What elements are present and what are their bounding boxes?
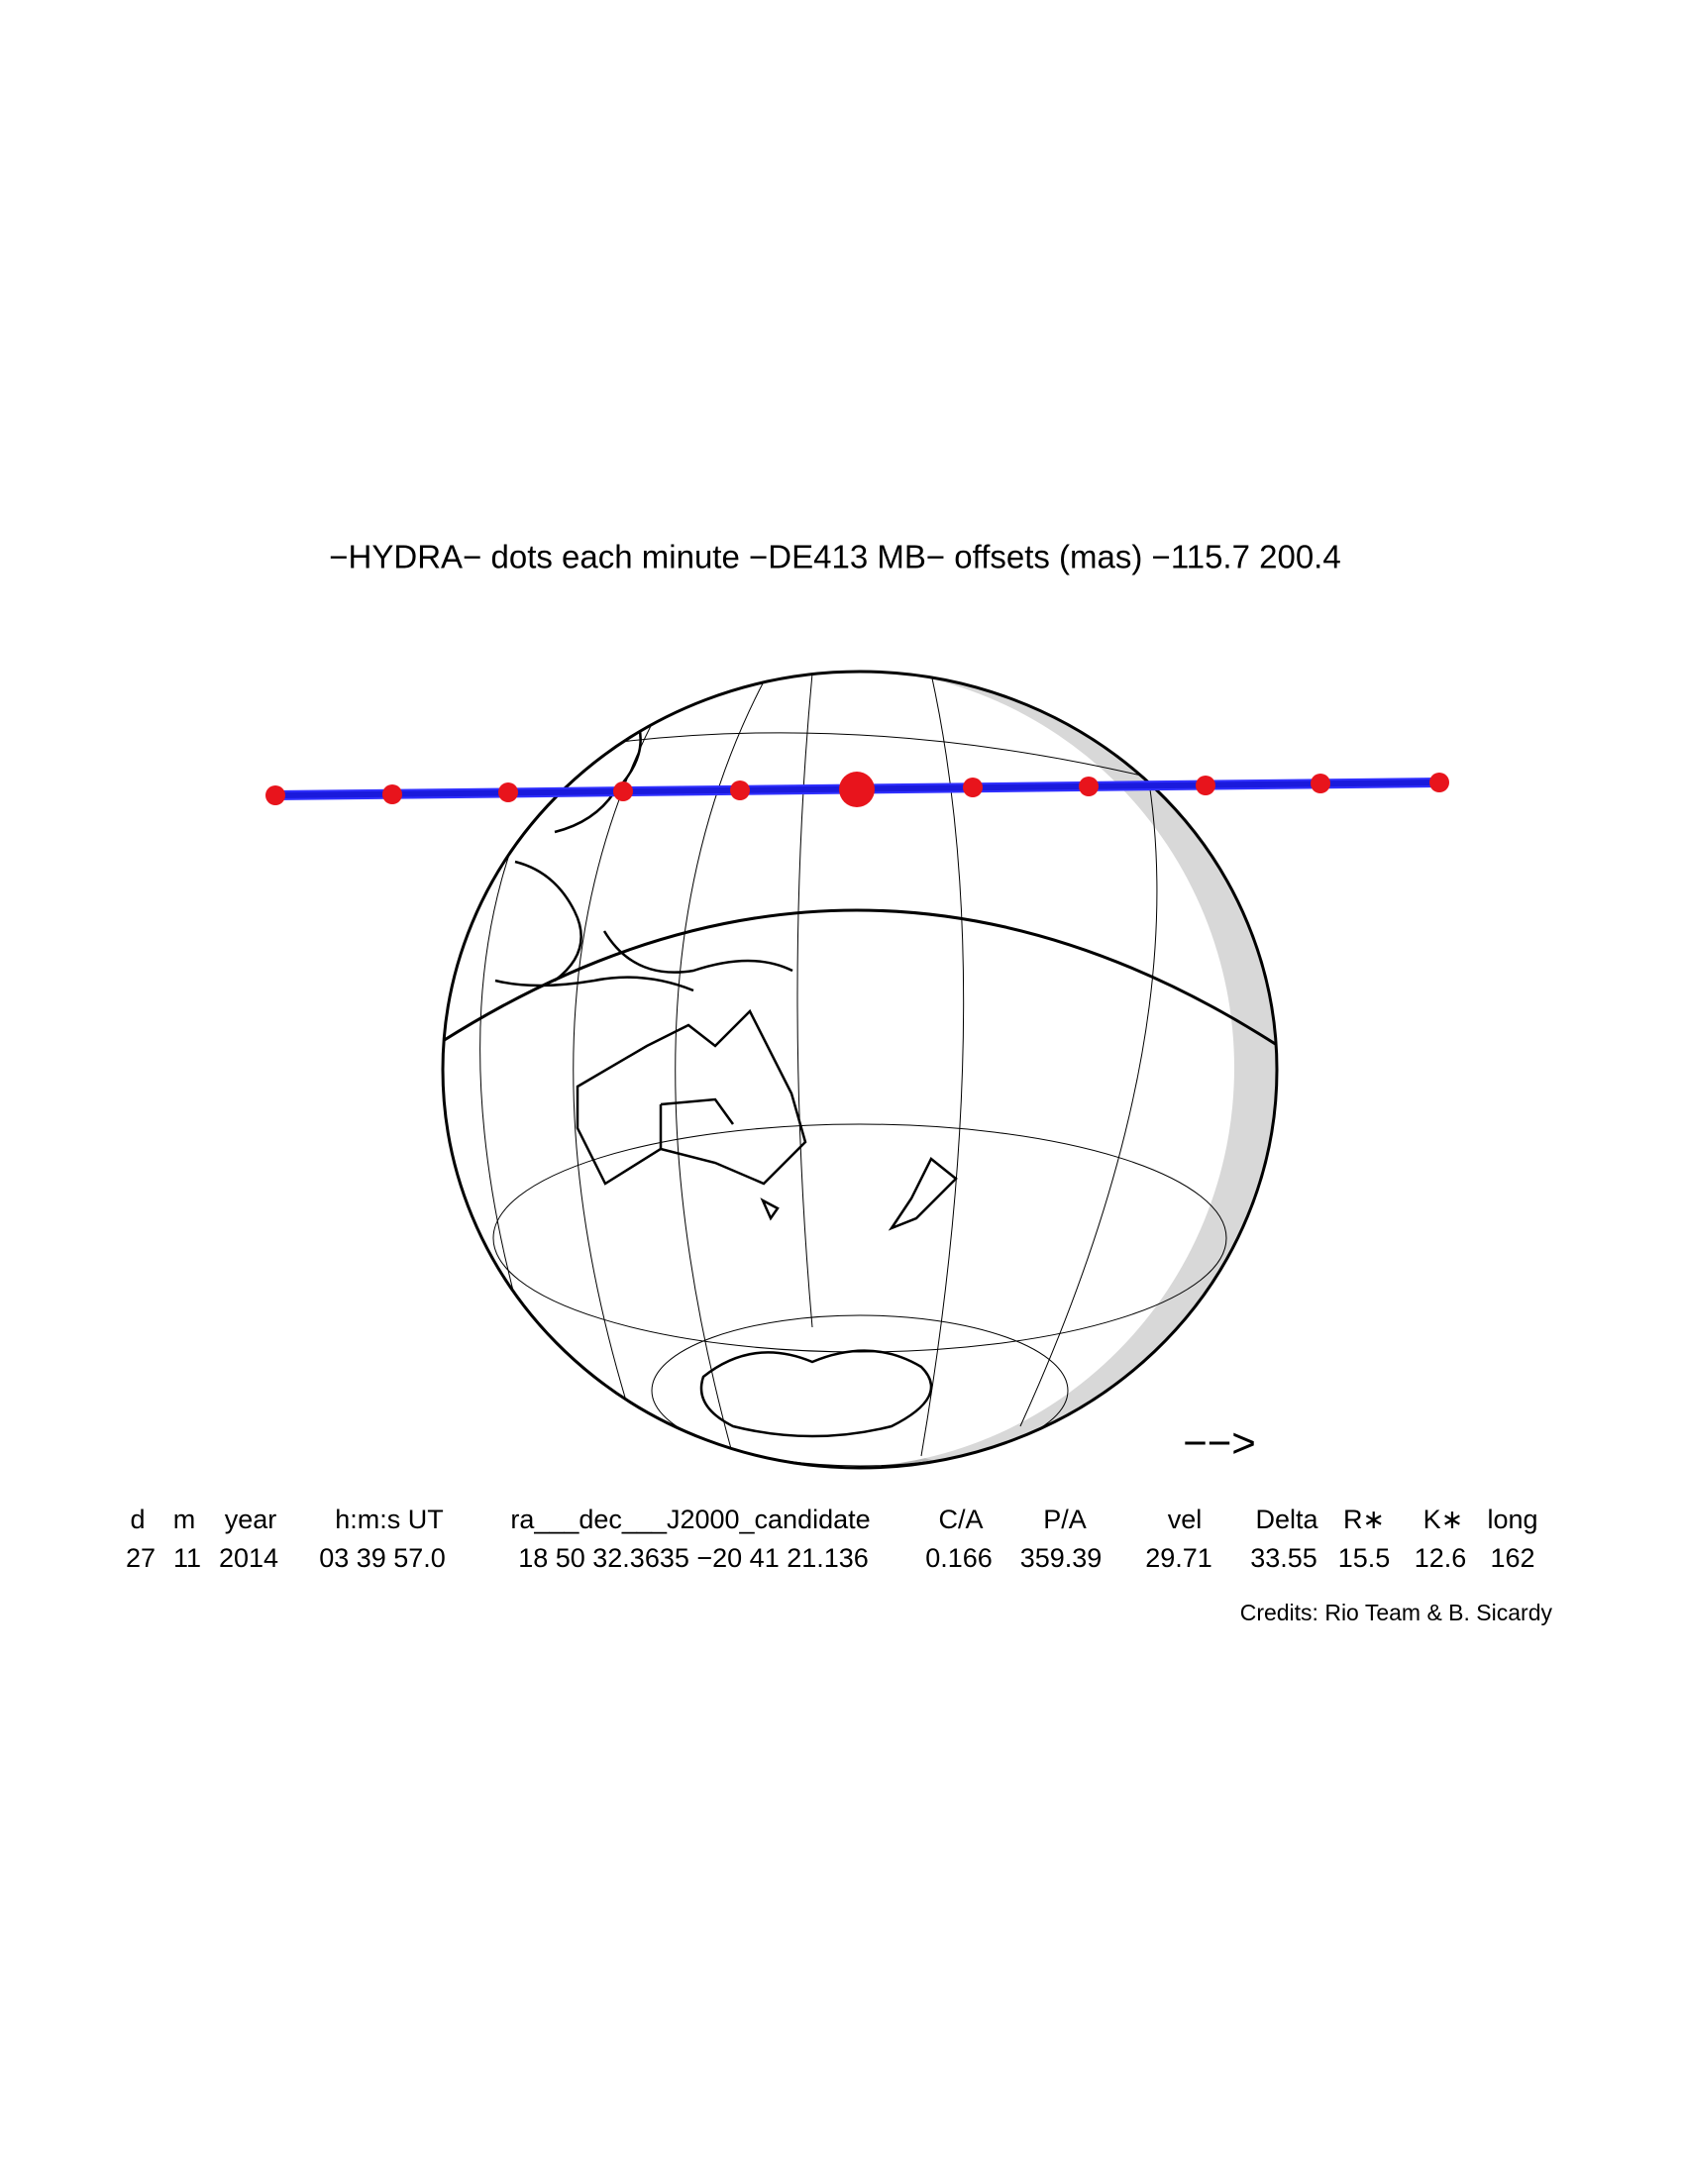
table-cell: 03 39 57.0	[319, 1543, 446, 1573]
table-header: d	[130, 1505, 145, 1534]
table-header: m	[173, 1505, 196, 1534]
credits: Credits: Rio Team & B. Sicardy	[1240, 1600, 1553, 1625]
event-table: d m year h:m:s UT ra___dec___J2000_candidate…	[126, 1505, 1538, 1573]
table-header: P/A	[1043, 1505, 1087, 1534]
title: −HYDRA− dots each minute −DE413 MB− offs…	[329, 539, 1340, 575]
table-cell: 29.71	[1145, 1543, 1212, 1573]
shadow-path	[265, 772, 1449, 807]
table-header: R∗	[1343, 1505, 1385, 1534]
table-cell: 18 50 32.3635 −20 41 21.136	[518, 1543, 869, 1573]
table-header: year	[225, 1505, 277, 1534]
table-header: Delta	[1255, 1505, 1318, 1534]
table-header: vel	[1168, 1505, 1203, 1534]
table-header: K∗	[1423, 1505, 1464, 1534]
table-cell: 15.5	[1338, 1543, 1391, 1573]
globe	[441, 670, 1279, 1470]
table-cell: 11	[173, 1543, 201, 1573]
table-cell: 12.6	[1415, 1543, 1467, 1573]
table-header: h:m:s UT	[335, 1505, 444, 1534]
table-cell: 162	[1490, 1543, 1534, 1573]
table-header: ra___dec___J2000_candidate	[510, 1505, 870, 1534]
table-header: long	[1487, 1505, 1537, 1534]
table-header: C/A	[938, 1505, 983, 1534]
table-cell: 27	[126, 1543, 156, 1573]
table-cell: 33.55	[1250, 1543, 1317, 1573]
table-cell: 2014	[219, 1543, 278, 1573]
direction-arrow: −−>	[1183, 1419, 1256, 1466]
table-cell: 0.166	[925, 1543, 993, 1573]
table-cell: 359.39	[1020, 1543, 1103, 1573]
